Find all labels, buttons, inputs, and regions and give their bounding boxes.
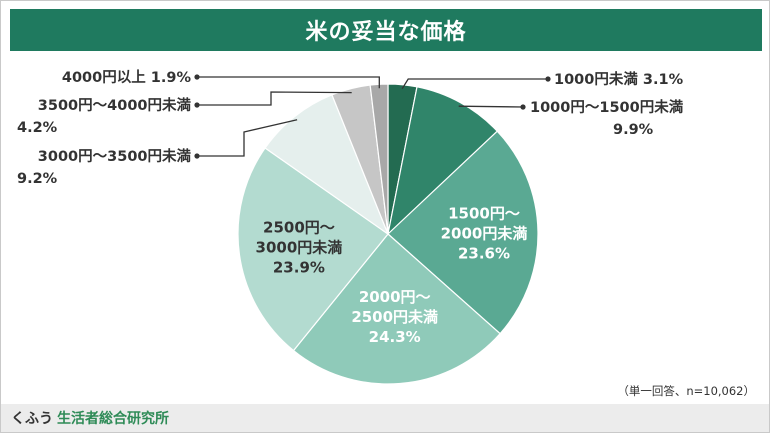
- pie-chart: 1500円～ 2000円未満 23.6% 2000円～ 2500円未満 24.3% 2500…: [17, 69, 684, 385]
- leader-dot: [194, 74, 200, 80]
- callout-label: 3500円～4000円未満: [38, 96, 192, 114]
- leader-line: [401, 78, 548, 90]
- slice-label: 2000円～: [359, 288, 431, 306]
- pie-slice: [387, 86, 499, 236]
- brand-prefix: くふう: [11, 411, 53, 427]
- pie-slice: [292, 233, 501, 385]
- leader-dot: [194, 153, 200, 159]
- pie-slice: [237, 147, 389, 352]
- leader-line: [458, 105, 524, 108]
- slice-label: 2000円未満: [441, 225, 528, 243]
- callout-label: 4.2%: [17, 120, 58, 136]
- slice-label: 2500円未満: [351, 308, 438, 326]
- pie-slice: [387, 130, 539, 335]
- callout-label: 9.2%: [17, 171, 58, 187]
- leader-line: [197, 76, 380, 89]
- chart-title: 米の妥当な価格: [10, 9, 762, 51]
- leader-line: [197, 91, 352, 106]
- leader-dot: [520, 104, 526, 110]
- leader-dot: [545, 76, 551, 82]
- slice-label: 23.9%: [273, 259, 325, 277]
- callout-label: 9.9%: [613, 122, 654, 138]
- pie-slice: [264, 94, 390, 236]
- footer: くふう 生活者総合研究所: [1, 404, 769, 432]
- slice-label: 2500円～: [263, 219, 335, 237]
- slice-label: 23.6%: [458, 245, 510, 263]
- slice-label: 24.3%: [369, 328, 421, 346]
- callout-label: 3000円～3500円未満: [38, 147, 192, 165]
- slice-label: 1500円～: [448, 205, 520, 223]
- brand-name: 生活者総合研究所: [57, 411, 169, 427]
- callout-label: 4000円以上 1.9%: [62, 69, 192, 86]
- leader-dot: [194, 102, 200, 108]
- slice-label: 3000円未満: [256, 239, 343, 257]
- sample-note: （単一回答、n=10,062）: [617, 384, 755, 398]
- callout-label: 1000円未満 3.1%: [554, 70, 684, 88]
- callout-label: 1000円～1500円未満: [530, 98, 684, 116]
- leader-line: [197, 119, 298, 157]
